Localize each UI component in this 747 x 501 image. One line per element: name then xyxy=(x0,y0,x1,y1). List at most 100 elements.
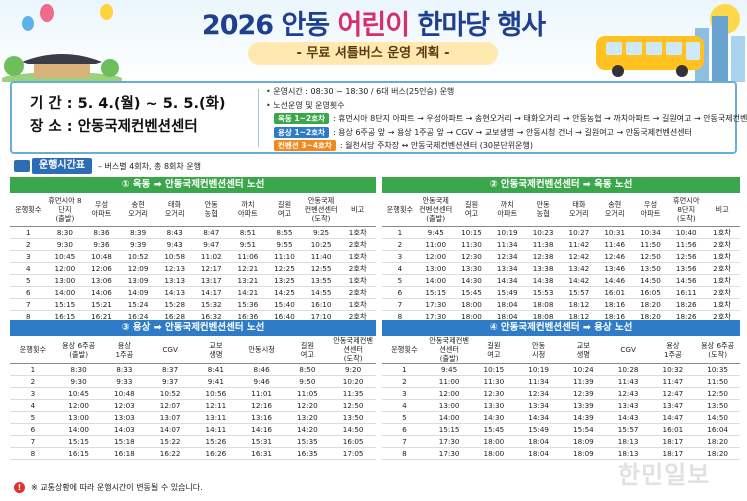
table-cell: 13:50 xyxy=(695,399,740,412)
table-cell: 8:39 xyxy=(119,226,157,239)
table-row: 8 16:15 16:21 16:24 16:28 16:32 16:36 16:40 17:1… xyxy=(10,310,376,323)
column-header: 안동국제 컨벤션센터 (도착) xyxy=(302,193,340,227)
table-cell: 16:31 xyxy=(238,447,285,460)
table-row: 8 17:30 18:00 18:04 18:08 18:12 18:16 18:20 18:2… xyxy=(382,310,740,323)
table-cell: 14:03 xyxy=(101,423,148,436)
table-row: 7 15:15 15:18 15:22 15:26 15:31 15:35 16:05 xyxy=(10,435,376,448)
table-cell: 13:11 xyxy=(193,411,239,424)
table-cell: 8:51 xyxy=(229,226,267,239)
table-cell: 15:15 xyxy=(46,298,84,311)
column-header: 까치 아파트 xyxy=(229,193,267,227)
table-cell: 16:01 xyxy=(650,423,696,436)
table-cell: 11:00 xyxy=(426,375,472,388)
table-cell: 18:08 xyxy=(525,298,561,311)
event-info-left: 기 간 : 5. 4.(월) ~ 5. 5.(화) 장 소 : 안동국제컨벤션센… xyxy=(30,93,250,139)
table-cell: 8:41 xyxy=(193,363,239,376)
table-cell: 5 xyxy=(382,274,418,287)
title-part: 한마당 행사 xyxy=(409,10,546,41)
table-cell: 13:38 xyxy=(525,262,561,275)
column-header: CGV xyxy=(605,336,651,364)
table-cell: 18:16 xyxy=(596,298,633,311)
table-cell: 13:34 xyxy=(489,262,526,275)
column-header: 휴먼시아 8단지 (도착) xyxy=(668,193,705,227)
table-cell: 1 xyxy=(10,226,47,239)
table-cell: 9:55 xyxy=(266,238,303,251)
table-cell: 9:45 xyxy=(417,226,454,239)
operating-hours-text: 운영시간 : 08:30 ~ 18:30 / 6대 버스(25인승) 운행 xyxy=(273,87,455,96)
table-cell: 8:36 xyxy=(83,226,120,239)
table-row: 2 9:30 9:33 9:37 9:41 9:46 9:50 10:20 xyxy=(10,375,376,388)
table-cell: 13:55 xyxy=(302,274,340,287)
column-header: 용상 6주공 (출발) xyxy=(55,336,102,364)
table-cell: 12:20 xyxy=(284,399,331,412)
column-header: 길원 여고 xyxy=(266,193,303,227)
table-cell: 12:00 xyxy=(417,250,454,263)
table-cell: 13:25 xyxy=(266,274,303,287)
table-cell: 13:00 xyxy=(417,262,454,275)
table-cell: 10:15 xyxy=(471,363,517,376)
table-cell: 7 xyxy=(10,435,56,448)
column-header: 안동국제컨벤션센터 (도착) xyxy=(330,336,376,364)
table-row: 1 9:45 10:15 10:19 10:23 10:27 10:31 10:34 10:40… xyxy=(382,226,740,239)
table-cell: 11:01 xyxy=(238,387,285,400)
table-cell: 15:35 xyxy=(284,435,331,448)
table-cell: 15:49 xyxy=(489,286,526,299)
table-cell: 11:06 xyxy=(229,250,267,263)
table-cell: 9:39 xyxy=(119,238,157,251)
table-cell: 10:58 xyxy=(156,250,193,263)
schedule-title: 운행시간표 xyxy=(32,158,92,174)
table-cell: 18:09 xyxy=(561,435,606,448)
table-cell: 13:00 xyxy=(426,399,472,412)
table-cell: 14:38 xyxy=(525,274,561,287)
column-header: 길원 여고 xyxy=(284,336,331,364)
divider xyxy=(258,89,259,147)
column-header: 운행횟수 xyxy=(10,193,47,227)
table-cell: 9:20 xyxy=(330,363,376,376)
table-cell: 6 xyxy=(10,286,47,299)
table-cell: 16:15 xyxy=(55,447,102,460)
timetable-okdong-to-convention: ① 옥동 ➡ 안동국제컨벤션센터 노선 운행횟수 휴먼시아 8단지 (출발) 우성 아… xyxy=(10,177,376,323)
table-cell: 9:43 xyxy=(156,238,193,251)
table-cell: 15:54 xyxy=(561,423,606,436)
table-cell: 14:00 xyxy=(426,411,472,424)
table-cell: 16:26 xyxy=(193,447,239,460)
table-cell: 15:24 xyxy=(119,298,157,311)
table-cell: 10:48 xyxy=(83,250,120,263)
table-cell: 3 xyxy=(10,250,47,263)
table-cell: 9:33 xyxy=(101,375,148,388)
table-cell: 8:43 xyxy=(156,226,193,239)
route-tag: 옥동 1~2호차 xyxy=(274,113,329,124)
table-cell: 13:39 xyxy=(561,399,606,412)
table-cell: 11:39 xyxy=(561,375,606,388)
table-cell: 15:53 xyxy=(525,286,561,299)
table-cell: 2 xyxy=(10,375,56,388)
table-cell: 15:15 xyxy=(417,286,454,299)
table-cell: 15:40 xyxy=(266,298,303,311)
table-cell: 1호차 xyxy=(339,250,376,263)
column-header: 태화 오거리 xyxy=(156,193,193,227)
timetable: 운행횟수 안동국제컨벤션센터 (출발) 길원 여고 안동 시청 교보 생명 CGV 용상 1… xyxy=(382,336,740,460)
watermark: 한민일보 xyxy=(618,461,711,489)
table-cell: 13:30 xyxy=(453,262,490,275)
table-cell: 11:38 xyxy=(525,238,561,251)
table-cell: 10:24 xyxy=(561,363,606,376)
table-cell: 9:30 xyxy=(46,238,84,251)
timetable-convention-to-yongsang: ④ 안동국제컨벤션센터 ➡ 용상 노선 운행횟수 안동국제컨벤션센터 (출발) 길원 … xyxy=(382,320,740,460)
table-cell: 8:55 xyxy=(266,226,303,239)
hanok-house-icon xyxy=(2,54,122,82)
table-cell: 12:09 xyxy=(119,262,157,275)
route-line: 용상 1~2호차: 용상 6주공 앞 → 용상 1주공 앞 → CGV → 교보… xyxy=(266,126,736,140)
table-row: 5 13:00 13:03 13:07 13:11 13:16 13:20 13:50 xyxy=(10,411,376,424)
table-cell: 1호차 xyxy=(704,274,740,287)
table-cell: 14:43 xyxy=(605,411,651,424)
table-cell: 8:30 xyxy=(55,363,102,376)
table-cell: 9:30 xyxy=(55,375,102,388)
table-row: 4 12:00 12:03 12:07 12:11 12:16 12:20 12:50 xyxy=(10,399,376,412)
table-row: 4 13:00 13:30 13:34 13:38 13:42 13:46 13:50 13:5… xyxy=(382,262,740,275)
table-row: 6 14:00 14:03 14:07 14:11 14:16 14:20 14:50 xyxy=(10,423,376,436)
table-cell: 12:30 xyxy=(471,387,517,400)
table-cell: 10:31 xyxy=(596,226,633,239)
table-cell: 10:28 xyxy=(605,363,651,376)
table-cell: 15:36 xyxy=(229,298,267,311)
table-cell: 12:47 xyxy=(650,387,696,400)
